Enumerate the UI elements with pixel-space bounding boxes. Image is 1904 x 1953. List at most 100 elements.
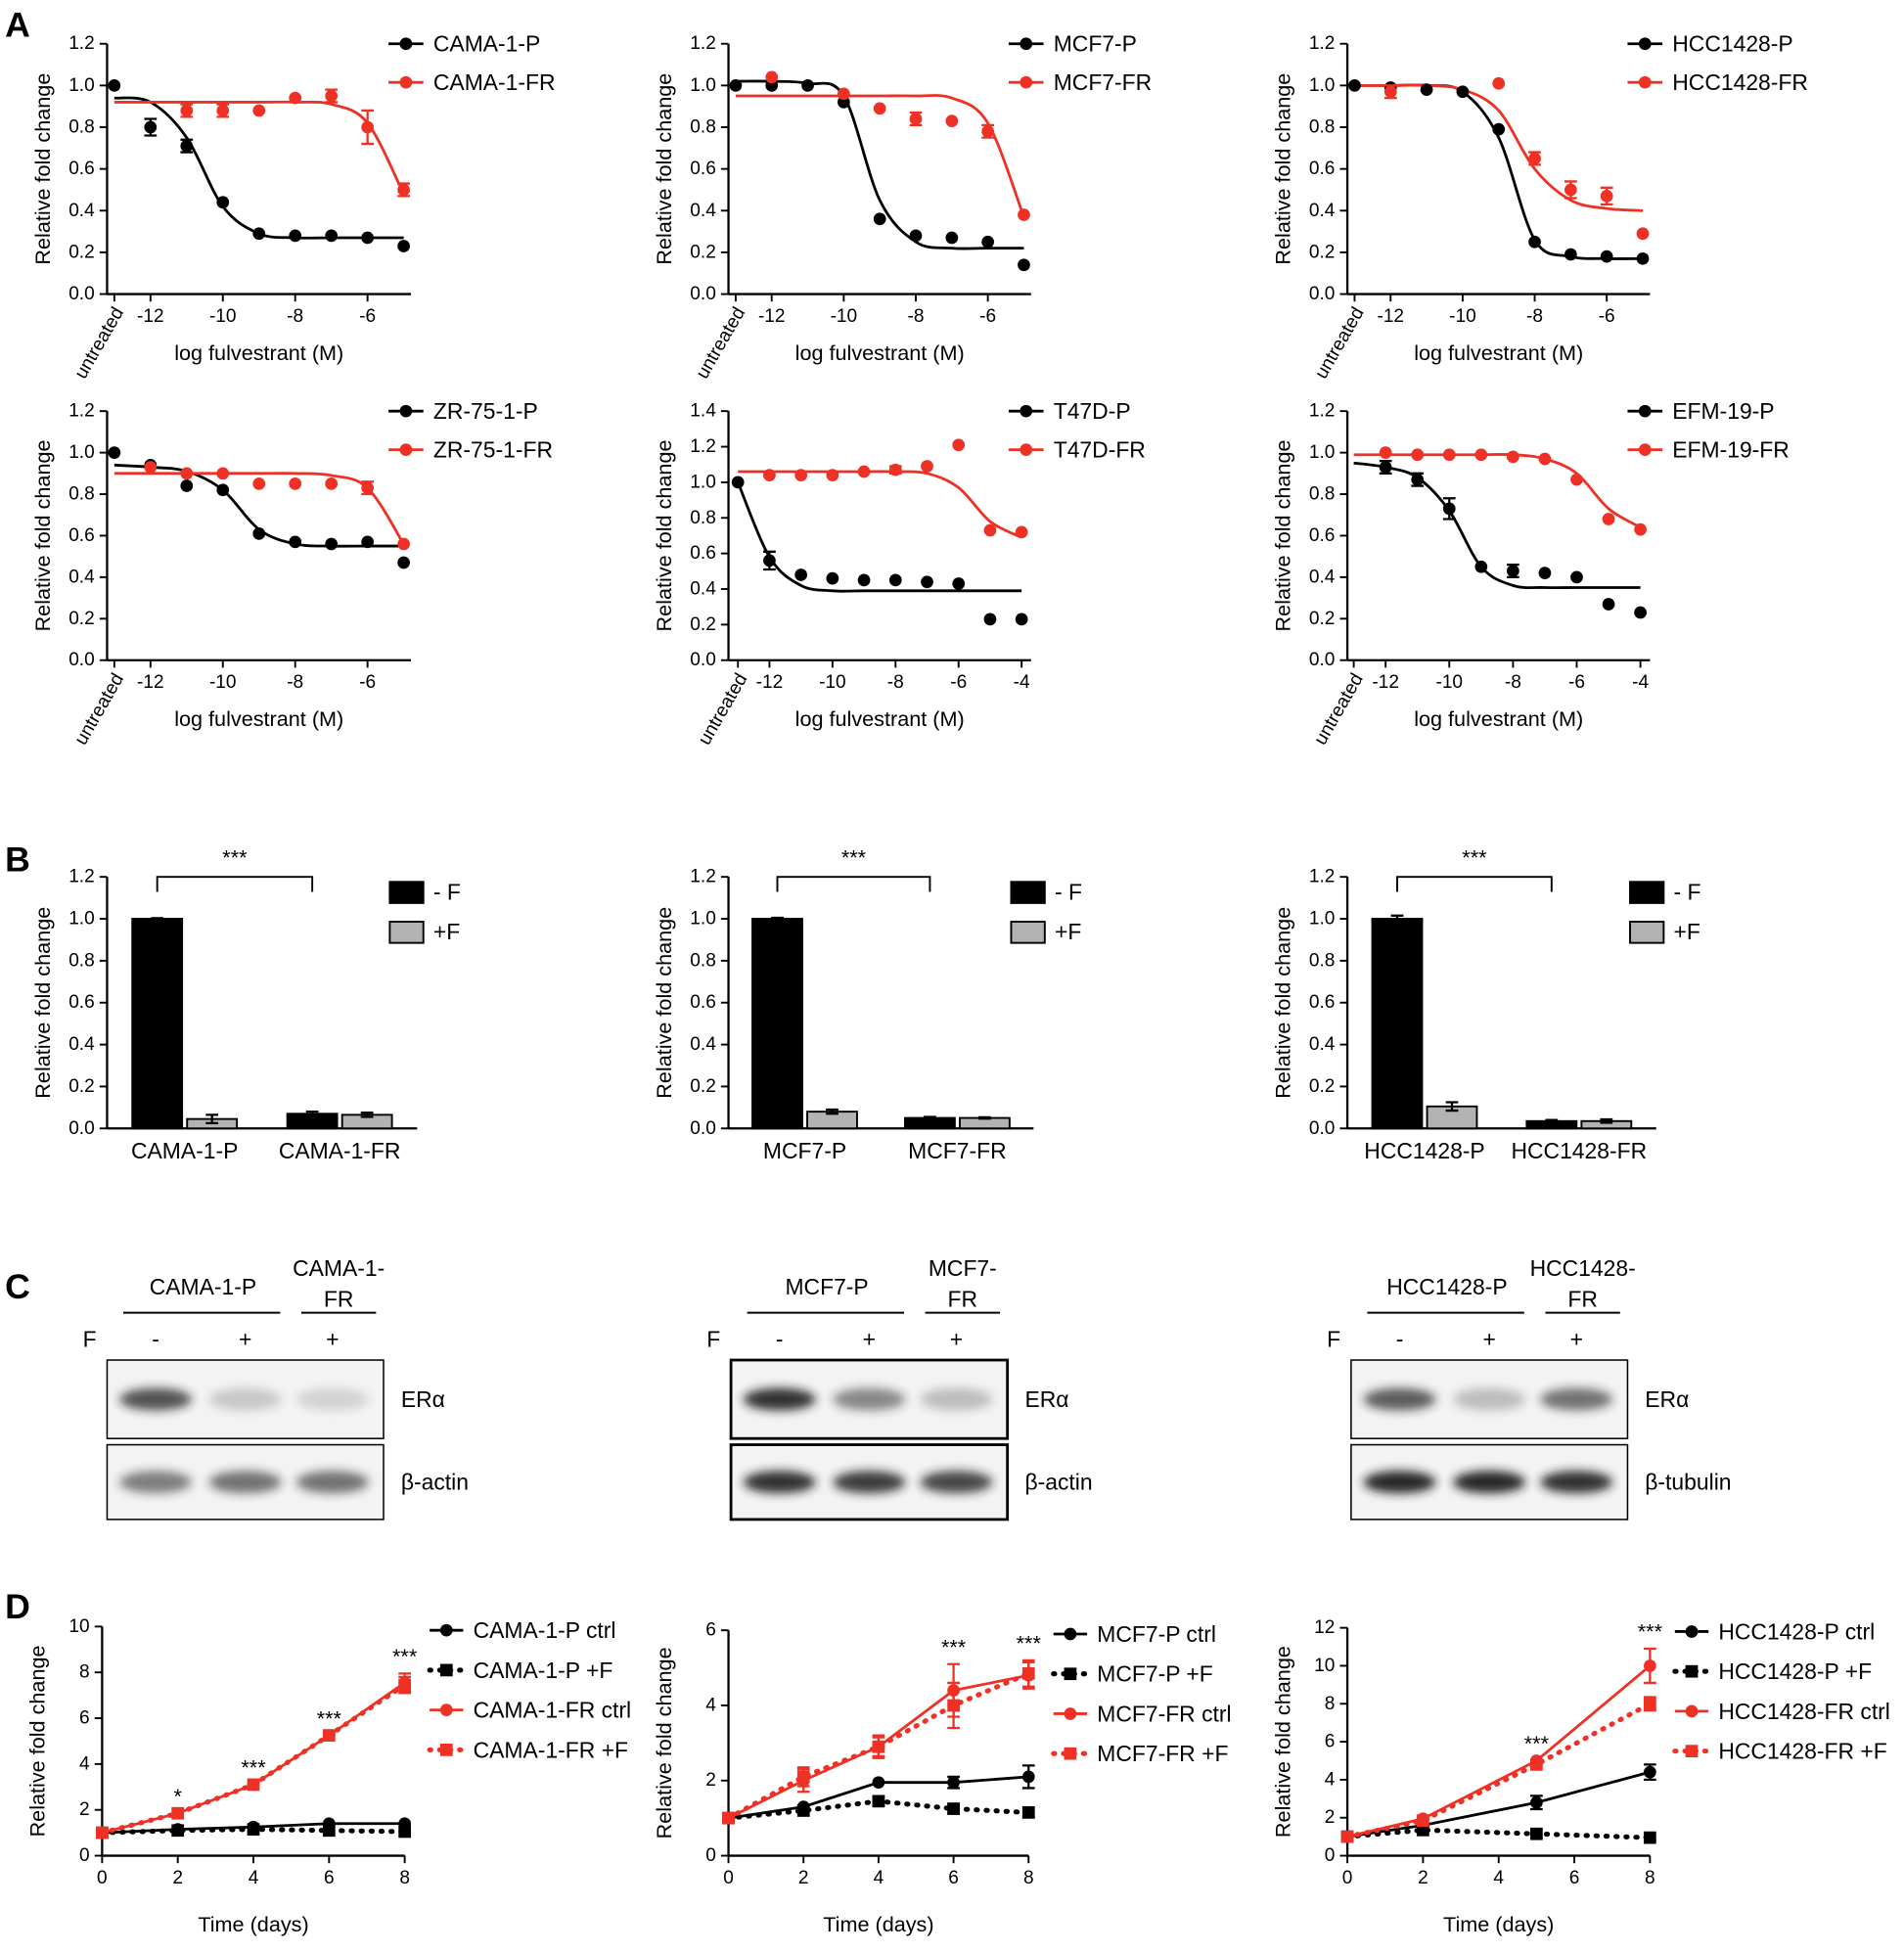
legend-label: CAMA-1-P (433, 31, 540, 57)
data-point (108, 79, 121, 92)
error-bar (771, 916, 784, 922)
legend-marker (439, 1623, 453, 1637)
data-point (1644, 1765, 1656, 1779)
significance-label: *** (1017, 1631, 1042, 1656)
data-point (1528, 152, 1541, 165)
y-tick-label: 8 (1325, 1694, 1336, 1714)
series-line (726, 1670, 1031, 1821)
group-label: CAMA-1-P (150, 1274, 256, 1299)
data-point (1417, 1814, 1429, 1828)
data-point (1018, 208, 1030, 221)
data-point (983, 523, 997, 537)
fit-curve (735, 94, 1025, 218)
error-bar (826, 1108, 839, 1115)
y-tick-label: 0.8 (690, 117, 716, 138)
legend-label: +F (433, 919, 460, 944)
legend-label: MCF7-P +F (1097, 1661, 1213, 1687)
y-tick-label: 0.8 (1309, 484, 1336, 505)
data-point (322, 1729, 336, 1742)
data-point (1538, 452, 1552, 466)
y-tick-label: 0.0 (690, 284, 716, 304)
data-point (1492, 122, 1506, 136)
y-tick-label: 1.2 (690, 436, 716, 457)
data-point (1021, 1806, 1035, 1819)
x-tick-label: untreated (71, 670, 128, 749)
fit-curve (736, 481, 1022, 593)
y-tick-label: 0.0 (690, 650, 716, 670)
legend-marker (399, 37, 413, 51)
y-tick-label: 0 (705, 1845, 716, 1866)
y-tick-label: 0.8 (690, 508, 716, 528)
legend-label: +F (1055, 919, 1081, 944)
data-point (289, 535, 302, 549)
y-tick-label: 0.6 (1309, 159, 1336, 179)
y-tick-label: 0.6 (690, 543, 716, 564)
legend-label: CAMA-1-P ctrl (474, 1617, 616, 1643)
data-point (180, 479, 194, 492)
legend-label: HCC1428-P (1672, 31, 1792, 57)
data-point (398, 1825, 411, 1839)
y-tick-label: 12 (1314, 1617, 1335, 1638)
significance-label: *** (941, 1634, 967, 1658)
data-point (1564, 248, 1577, 261)
data-point (108, 446, 121, 459)
error-bar (1390, 914, 1404, 924)
lane-label: + (950, 1326, 963, 1351)
data-point (1474, 448, 1488, 462)
legend-swatch (1010, 921, 1046, 944)
chart: 0.0 0.2 0.4 0.6 0.8 1.0 1.2 1.4 untreated -12 -10 -… (652, 398, 1146, 749)
data-point (722, 1811, 735, 1825)
data-point (888, 463, 902, 477)
data-point (765, 70, 779, 84)
y-tick-label: 6 (1325, 1732, 1336, 1752)
data-point (144, 461, 158, 474)
y-axis-label: Relative fold change (30, 907, 55, 1099)
data-point (144, 120, 158, 134)
y-tick-label: 0.0 (1309, 1118, 1336, 1139)
x-tick-label: MCF7-FR (908, 1138, 1006, 1163)
legend-label: - F (1674, 879, 1701, 904)
y-tick-label: 0.4 (68, 567, 95, 587)
blot-band (920, 1387, 993, 1411)
x-tick-label: -8 (908, 306, 925, 327)
data-point (826, 469, 839, 481)
fit-curve (113, 100, 405, 195)
legend-marker (1685, 1664, 1699, 1678)
data-point (1383, 85, 1397, 99)
row-label: ERα (1645, 1386, 1689, 1412)
data-point (252, 104, 266, 117)
y-axis-label: Relative fold change (652, 907, 676, 1099)
x-tick-label: 8 (1023, 1868, 1034, 1888)
row-label: β-actin (401, 1470, 469, 1495)
data-point (361, 481, 374, 495)
y-tick-label: 0 (1325, 1845, 1336, 1866)
legend-label: EFM-19-FR (1672, 437, 1790, 463)
data-point (1015, 525, 1028, 539)
legend-label: - F (433, 879, 461, 904)
y-tick-label: 0.2 (68, 609, 95, 629)
data-point (1442, 502, 1456, 516)
significance-label: *** (841, 844, 867, 869)
x-tick-label: -10 (831, 306, 858, 327)
y-tick-label: 0.4 (1309, 567, 1336, 587)
data-point (1564, 183, 1577, 197)
data-point (1634, 606, 1647, 619)
y-axis-label: Relative fold change (30, 73, 55, 265)
x-tick-label: 2 (1418, 1868, 1428, 1888)
y-tick-label: 1.2 (1309, 867, 1336, 887)
legend-marker (399, 404, 413, 418)
significance-label: *** (317, 1705, 342, 1730)
data-point (96, 1826, 109, 1839)
bar (131, 918, 184, 1130)
series-line (1344, 1827, 1653, 1840)
y-axis-label: Relative fold change (652, 1647, 676, 1839)
bar (1371, 918, 1424, 1130)
x-axis-label: log fulvestrant (M) (174, 706, 343, 731)
y-tick-label: 4 (1325, 1769, 1336, 1790)
blot-band (295, 1387, 369, 1411)
data-point (763, 554, 776, 568)
x-tick-label: -10 (1435, 672, 1463, 693)
data-point (289, 229, 302, 243)
